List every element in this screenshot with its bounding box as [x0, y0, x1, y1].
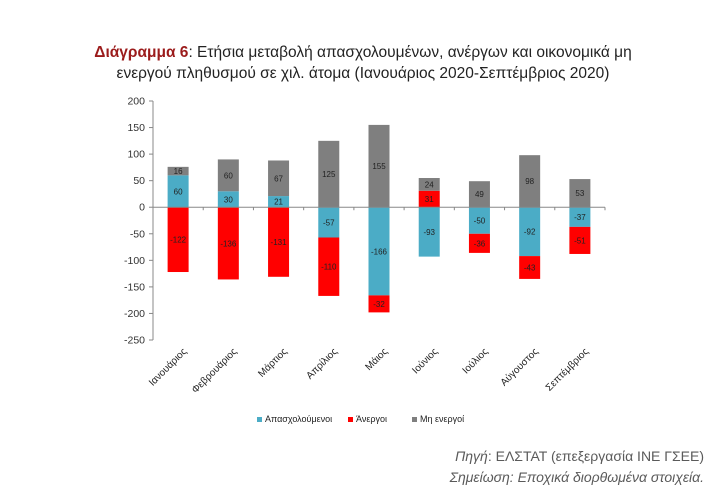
bar-segment [268, 160, 290, 197]
title-text: : Ετήσια μεταβολή απασχολουμένων, ανέργω… [188, 44, 632, 61]
legend-swatch [257, 417, 262, 422]
data-label: 155 [372, 162, 386, 171]
source-note: Πηγή: ΕΛΣΤΑΤ (επεξεργασία ΙΝΕ ΓΣΕΕ) Σημε… [450, 446, 704, 488]
y-tick-label: 150 [127, 122, 145, 134]
bar-segment [217, 207, 239, 280]
bar-segment [519, 256, 541, 279]
data-label: -136 [220, 239, 237, 248]
category-label: Μάρτιος [256, 346, 290, 380]
y-tick-label: -200 [124, 308, 145, 320]
bar-segment [418, 207, 440, 257]
y-tick-label: 0 [139, 202, 145, 214]
category-label: Μάιος [363, 346, 391, 374]
data-label: 31 [425, 195, 434, 204]
bar-segment [217, 191, 239, 208]
y-tick-label: 50 [133, 175, 145, 187]
footnote: Σημείωση: Εποχικά διορθωμένα στοιχεία. [449, 469, 704, 485]
data-label: -131 [271, 238, 288, 247]
data-label: -51 [574, 236, 586, 245]
bar-segment [268, 196, 290, 208]
bar-segment [418, 178, 440, 191]
category-label: Ιούλιος [460, 346, 491, 377]
data-label: 125 [322, 170, 336, 179]
data-label: -50 [474, 217, 486, 226]
legend-label: Μη ενεργοί [420, 414, 464, 424]
bar-segment [318, 207, 340, 238]
bar-segment [418, 190, 440, 208]
data-label: 60 [174, 187, 183, 196]
legend-label: Άνεργοι [356, 414, 387, 424]
data-label: -37 [574, 213, 586, 222]
chart: -250 -200 -150 -100 -50 0 50 100 150 200 60 -122 16 3… [124, 96, 606, 424]
y-tick-label: -250 [124, 335, 145, 347]
bar-segment [368, 295, 390, 313]
data-label: -92 [524, 228, 536, 237]
category-label: Φεβρουάριος [189, 346, 239, 396]
category-label: Ιούνιος [410, 346, 441, 377]
data-label: 67 [274, 174, 283, 183]
bar-segment [268, 207, 290, 277]
data-label: -57 [323, 218, 335, 227]
data-label: -122 [170, 236, 187, 245]
bar-segment [519, 155, 541, 208]
data-label: -43 [524, 264, 536, 273]
data-label: 30 [224, 195, 233, 204]
chart-title: Διάγραμμα 6: Ετήσια μεταβολή απασχολουμέ… [0, 42, 726, 84]
bar-segment [468, 181, 490, 208]
bar-segment [519, 207, 541, 257]
data-label: -36 [474, 239, 486, 248]
y-tick-label: 200 [127, 96, 145, 108]
data-label: 24 [425, 180, 434, 189]
bar-segment [318, 140, 340, 208]
y-tick-label: -150 [124, 281, 145, 293]
data-label: -110 [321, 263, 337, 272]
y-tick-label: 100 [127, 149, 145, 161]
data-label: 21 [274, 198, 283, 207]
data-label: 98 [525, 177, 534, 186]
bar-segment [217, 159, 239, 192]
legend-swatch [348, 417, 353, 422]
data-label: 60 [224, 171, 233, 180]
bar-segment [318, 237, 340, 296]
legend-swatch [412, 417, 417, 422]
bar-segment [167, 166, 189, 176]
title-line2: ενεργού πληθυσμού σε χιλ. άτομα (Ιανουάρ… [116, 65, 610, 82]
bar-segment [468, 207, 490, 234]
category-label: Σεπτέμβριος [543, 346, 591, 394]
data-label: 53 [575, 189, 584, 198]
bar-segment [167, 207, 189, 273]
title-prefix: Διάγραμμα 6 [94, 44, 189, 61]
data-label: 16 [174, 167, 183, 176]
y-tick-label: -100 [124, 255, 145, 267]
category-label: Αύγουστος [498, 346, 541, 389]
category-label: Ιανουάριος [146, 346, 189, 389]
data-label: 49 [475, 190, 484, 199]
category-label: Απρίλιος [304, 346, 340, 382]
bar-segment [569, 179, 591, 208]
data-label: -166 [371, 247, 388, 256]
bar-segment [569, 226, 591, 254]
bar-segment [368, 124, 390, 208]
data-label: -93 [423, 228, 435, 237]
y-tick-label: -50 [130, 228, 145, 240]
bar-segment [368, 207, 390, 296]
legend-label: Απασχολούμενοι [265, 414, 332, 424]
data-label: -32 [373, 300, 385, 309]
source-text: : ΕΛΣΤΑΤ (επεξεργασία ΙΝΕ ΓΣΕΕ) [487, 448, 704, 464]
bar-segment [569, 207, 591, 227]
source-label: Πηγή [455, 448, 488, 464]
bar-segment [468, 233, 490, 253]
bar-segment [167, 175, 189, 208]
